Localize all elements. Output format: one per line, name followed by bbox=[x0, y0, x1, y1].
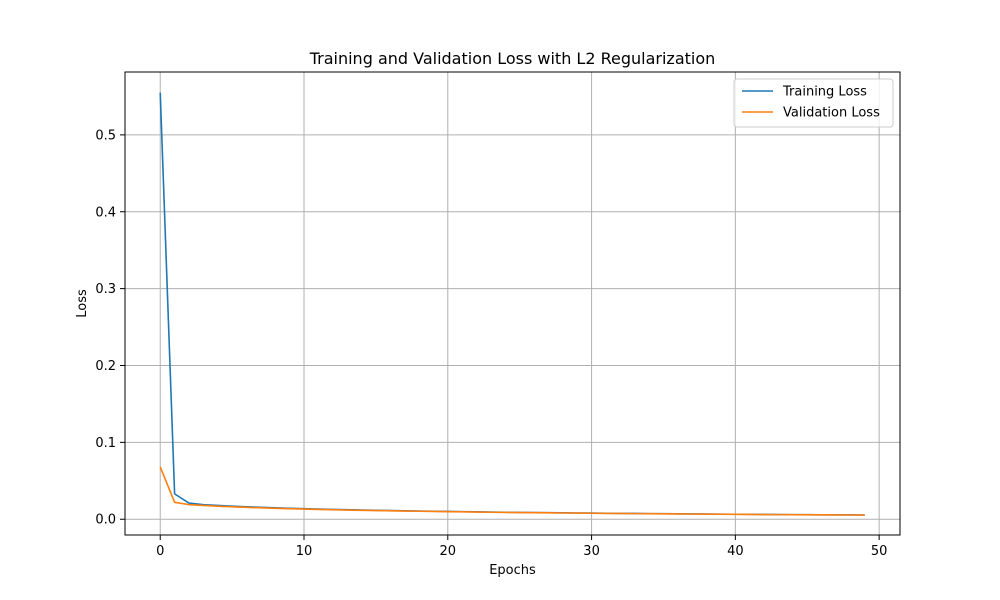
y-tick-label: 0.1 bbox=[95, 436, 116, 451]
chart-title: Training and Validation Loss with L2 Reg… bbox=[309, 49, 716, 68]
x-tick-label: 50 bbox=[871, 544, 888, 559]
grid-lines bbox=[125, 72, 900, 535]
plot-area-frame bbox=[124, 71, 901, 536]
y-tick-label: 0.4 bbox=[95, 205, 116, 220]
legend: Training Loss Validation Loss bbox=[733, 78, 894, 128]
x-tick-label: 20 bbox=[440, 544, 457, 559]
y-tick-label: 0.0 bbox=[95, 513, 116, 528]
legend-box bbox=[733, 78, 894, 128]
x-tick-label: 0 bbox=[156, 544, 164, 559]
series-lines bbox=[159, 92, 865, 516]
axis-ticks: 0 10 20 30 40 50 0.0 0.1 0.2 0.3 0.4 0.5 bbox=[95, 128, 887, 559]
y-tick-label: 0.2 bbox=[95, 359, 116, 374]
x-axis-label: Epochs bbox=[489, 563, 536, 578]
x-tick-label: 10 bbox=[296, 544, 313, 559]
legend-label-training-loss: Training Loss bbox=[782, 85, 867, 100]
validation-loss-line bbox=[159, 466, 865, 516]
legend-items: Training Loss Validation Loss bbox=[742, 85, 880, 121]
y-axis-label: Loss bbox=[75, 289, 90, 318]
y-tick-label: 0.3 bbox=[95, 282, 116, 297]
legend-label-validation-loss: Validation Loss bbox=[783, 106, 880, 121]
x-tick-label: 40 bbox=[727, 544, 744, 559]
y-tick-label: 0.5 bbox=[95, 128, 116, 143]
x-tick-label: 30 bbox=[583, 544, 600, 559]
